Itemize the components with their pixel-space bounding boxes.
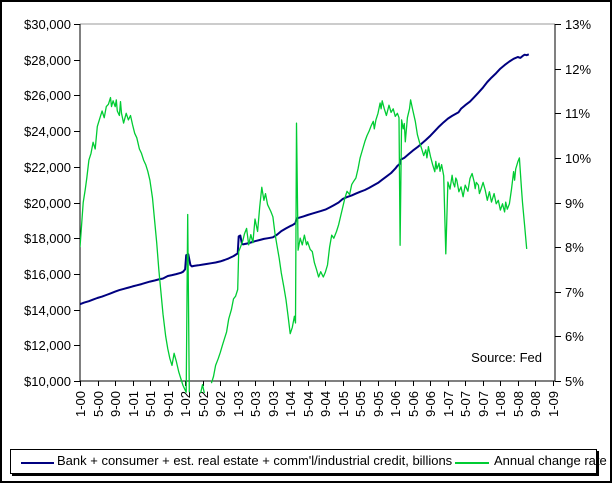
left-axis-tick-label: $18,000 — [24, 231, 71, 246]
right-axis-tick-label: 7% — [565, 285, 584, 300]
x-axis-tick-label: 1-07 — [441, 391, 456, 417]
right-axis-tick-label: 10% — [565, 151, 591, 166]
source-note: Source: Fed — [471, 350, 542, 365]
x-axis-tick-label: 5-05 — [353, 391, 368, 417]
x-axis-tick-label: 9-00 — [108, 391, 123, 417]
x-axis-tick-label: 1-09 — [546, 391, 561, 417]
x-axis-tick-label: 1-05 — [336, 391, 351, 417]
left-axis-tick-label: $26,000 — [24, 88, 71, 103]
x-axis-tick-label: 1-00 — [73, 391, 88, 417]
x-axis-tick-label: 5-03 — [248, 391, 263, 417]
right-axis-tick-label: 12% — [565, 62, 591, 77]
x-axis-tick-label: 9-01 — [161, 391, 176, 417]
left-axis-tick-label: $20,000 — [24, 196, 71, 211]
x-axis-tick-label: 9-05 — [371, 391, 386, 417]
right-axis-tick-label: 9% — [565, 196, 584, 211]
x-axis-tick-label: 1-02 — [178, 391, 193, 417]
left-axis-tick-label: $30,000 — [24, 17, 71, 32]
x-axis-tick-label: 9-04 — [318, 391, 333, 417]
x-axis-tick-label: 1-04 — [283, 391, 298, 417]
x-axis-tick-label: 5-02 — [196, 391, 211, 417]
left-axis-tick-label: $14,000 — [24, 303, 71, 318]
right-axis-tick-label: 13% — [565, 17, 591, 32]
left-axis-tick-label: $24,000 — [24, 124, 71, 139]
left-axis-tick-label: $10,000 — [24, 374, 71, 389]
rate-series-label: Annual change rate — [494, 453, 607, 468]
rate-series-line — [80, 96, 528, 393]
rate-line-sample — [455, 462, 489, 464]
right-axis-tick-label: 5% — [565, 374, 584, 389]
right-axis-tick-label: 8% — [565, 240, 584, 255]
legend-box: Bank + consumer + est. real estate + com… — [10, 449, 607, 474]
left-axis-tick-label: $16,000 — [24, 267, 71, 282]
x-axis-tick-label: 9-03 — [266, 391, 281, 417]
x-axis-tick-label: 9-07 — [476, 391, 491, 417]
x-axis-tick-label: 9-08 — [528, 391, 543, 417]
right-axis-tick-label: 11% — [565, 106, 590, 121]
x-axis-tick-label: 1-08 — [493, 391, 508, 417]
x-axis-tick-label: 9-06 — [423, 391, 438, 417]
left-axis-tick-label: $28,000 — [24, 53, 71, 68]
x-axis-tick-label: 5-08 — [511, 391, 526, 417]
left-axis-tick-label: $12,000 — [24, 338, 71, 353]
credit-series-label: Bank + consumer + est. real estate + com… — [57, 453, 453, 468]
x-axis-tick-label: 5-06 — [406, 391, 421, 417]
left-axis-tick-label: $22,000 — [24, 160, 71, 175]
x-axis-tick-label: 9-02 — [213, 391, 228, 417]
x-axis-tick-label: 5-04 — [301, 391, 316, 417]
x-axis-tick-label: 5-07 — [458, 391, 473, 417]
x-axis-tick-label: 5-01 — [143, 391, 158, 417]
credit-series-line — [80, 53, 530, 306]
credit-line-sample — [21, 462, 54, 464]
right-axis-tick-label: 6% — [565, 329, 584, 344]
x-axis-tick-label: 1-01 — [126, 391, 141, 417]
x-axis-tick-label: 5-00 — [91, 391, 106, 417]
x-axis-tick-label: 1-06 — [388, 391, 403, 417]
x-axis-tick-label: 1-03 — [231, 391, 246, 417]
